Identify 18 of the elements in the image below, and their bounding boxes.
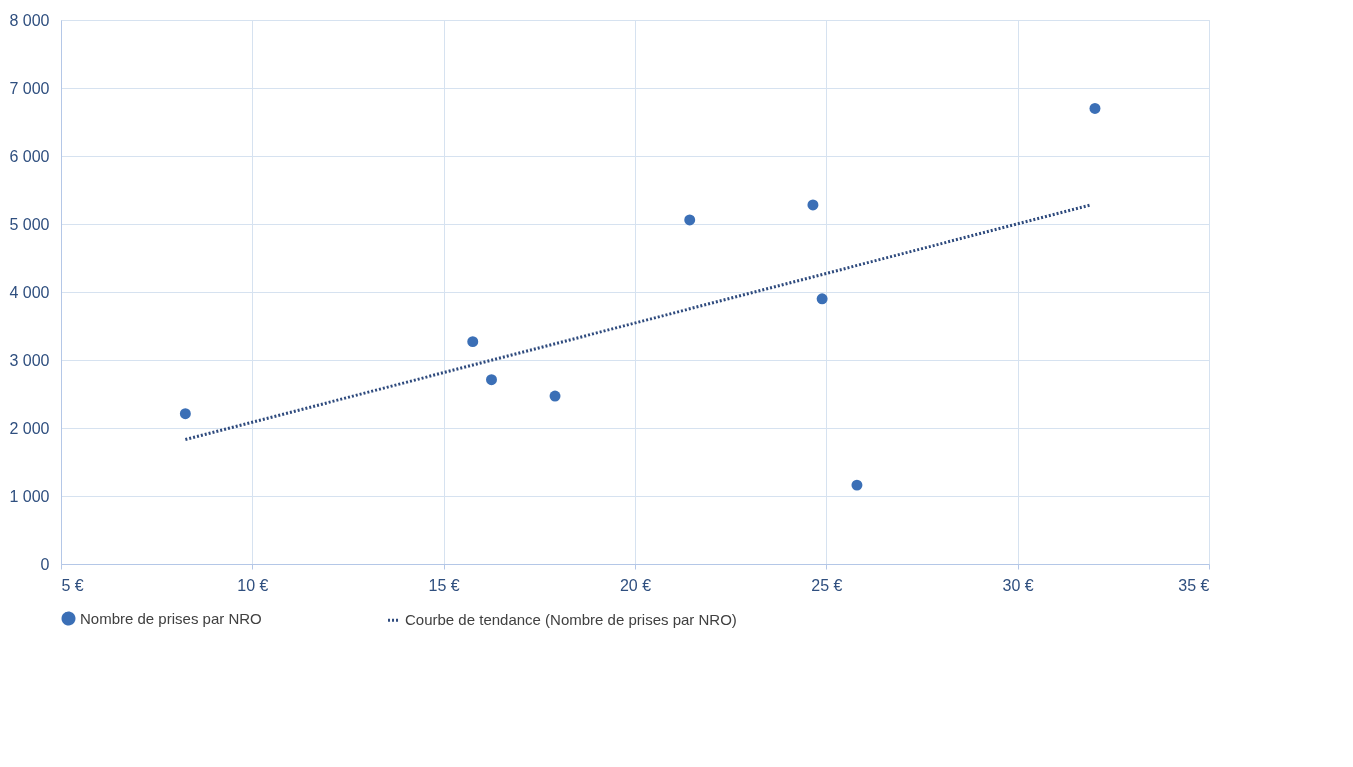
x-tick-label: 5 € — [61, 576, 84, 594]
x-tick-label: 25 € — [811, 576, 843, 594]
x-tick-label: 15 € — [428, 576, 460, 594]
y-tick-label: 8 000 — [9, 11, 50, 29]
y-tick-label: 3 000 — [9, 351, 50, 369]
y-tick-label: 0 — [40, 555, 50, 573]
y-tick-label: 2 000 — [9, 419, 50, 437]
y-tick-label: 7 000 — [9, 79, 50, 97]
y-tick-label: 1 000 — [9, 487, 50, 505]
x-tick-label: 35 € — [1178, 576, 1210, 594]
y-tick-label: 5 000 — [9, 215, 50, 233]
y-tick-label: 6 000 — [9, 147, 50, 165]
x-tick-label: 30 € — [1002, 576, 1034, 594]
y-tick-label: 4 000 — [9, 283, 50, 301]
x-tick-label: 10 € — [237, 576, 269, 594]
legend-label: Courbe de tendance (Nombre de prises par NRO) — [405, 611, 737, 629]
legend-label: Nombre de prises par NRO — [80, 609, 262, 627]
x-tick-label: 20 € — [619, 576, 652, 594]
